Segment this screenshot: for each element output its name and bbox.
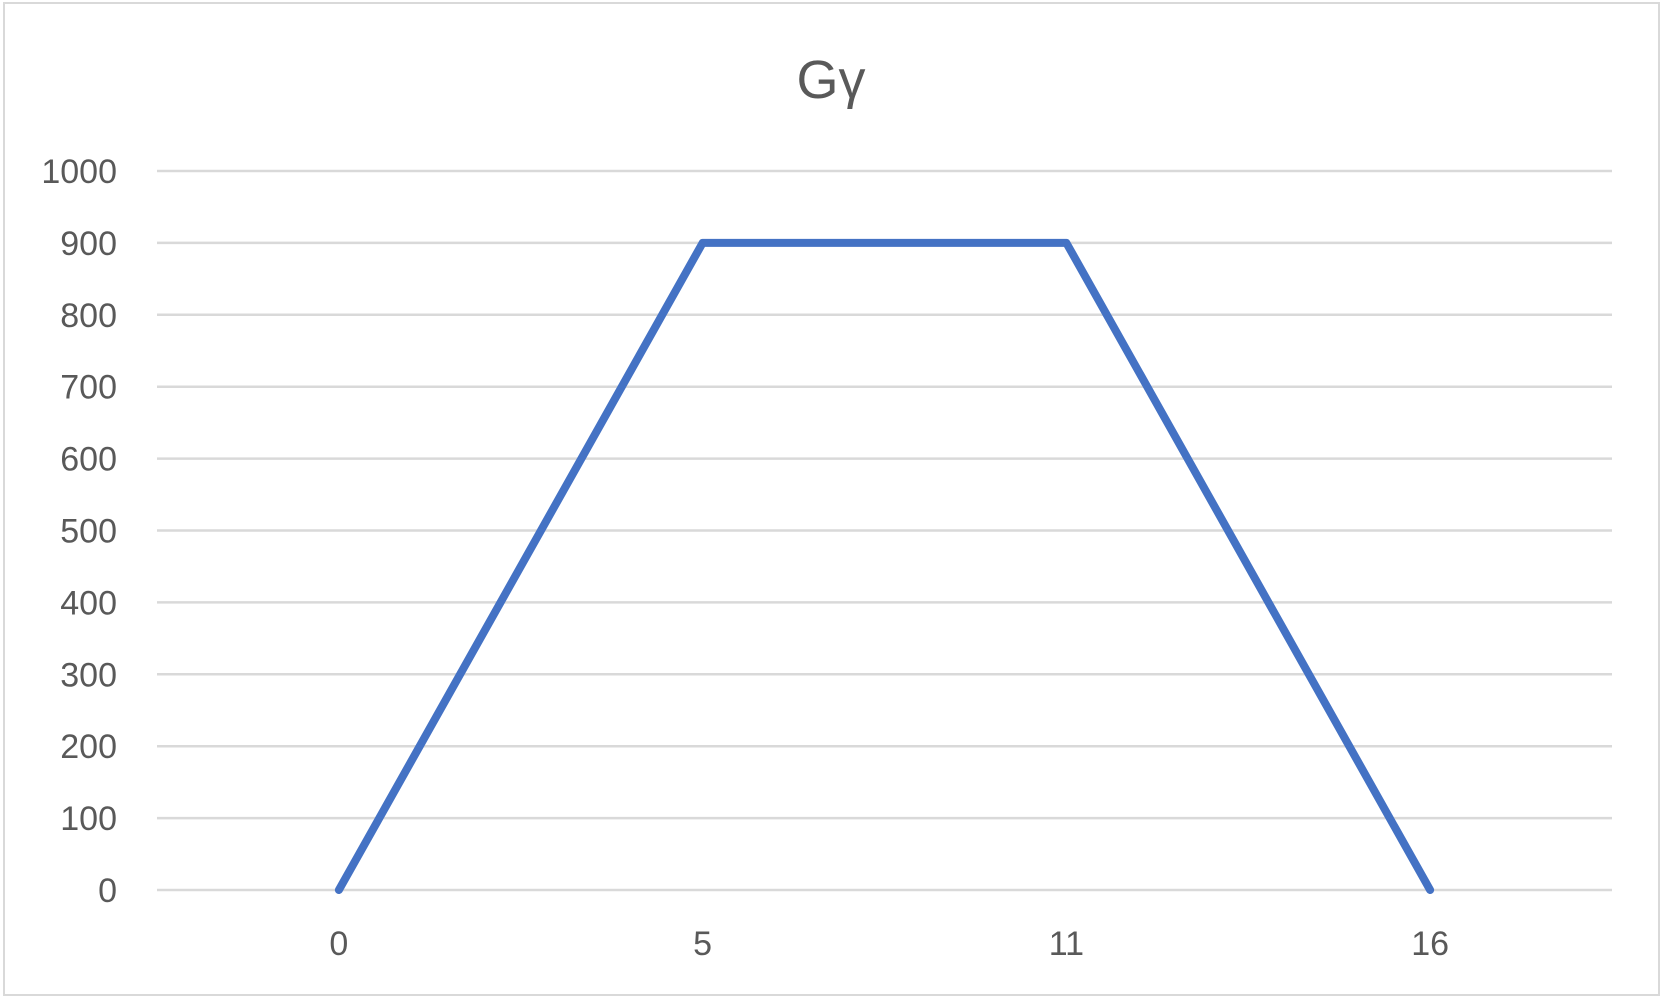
y-tick-label: 700 [60, 369, 117, 407]
gridlines [157, 169, 1612, 892]
x-tick-label: 0 [329, 925, 348, 963]
y-tick-label: 500 [60, 513, 117, 551]
y-tick-label: 400 [60, 584, 117, 622]
series-line [334, 238, 1435, 894]
series-lines [334, 238, 1435, 894]
y-tick-label: 600 [60, 441, 117, 479]
x-tick-label: 11 [1049, 925, 1084, 963]
y-tick-label: 300 [60, 656, 117, 694]
y-tick-label: 900 [60, 225, 117, 263]
chart-border [3, 2, 1660, 996]
y-tick-label: 800 [60, 297, 117, 335]
y-axis-tick-labels: 0 100 200 300 400 500 600 700 800 900 1000 [41, 153, 117, 910]
y-tick-label: 100 [60, 800, 117, 838]
x-tick-label: 5 [693, 925, 712, 963]
x-axis-tick-labels: 0 5 11 16 [329, 925, 1449, 963]
chart-title: Gγ [796, 50, 865, 110]
x-tick-label: 16 [1411, 925, 1449, 963]
y-tick-label: 200 [60, 728, 117, 766]
y-tick-label: 0 [98, 872, 117, 910]
y-tick-label: 1000 [41, 153, 117, 191]
